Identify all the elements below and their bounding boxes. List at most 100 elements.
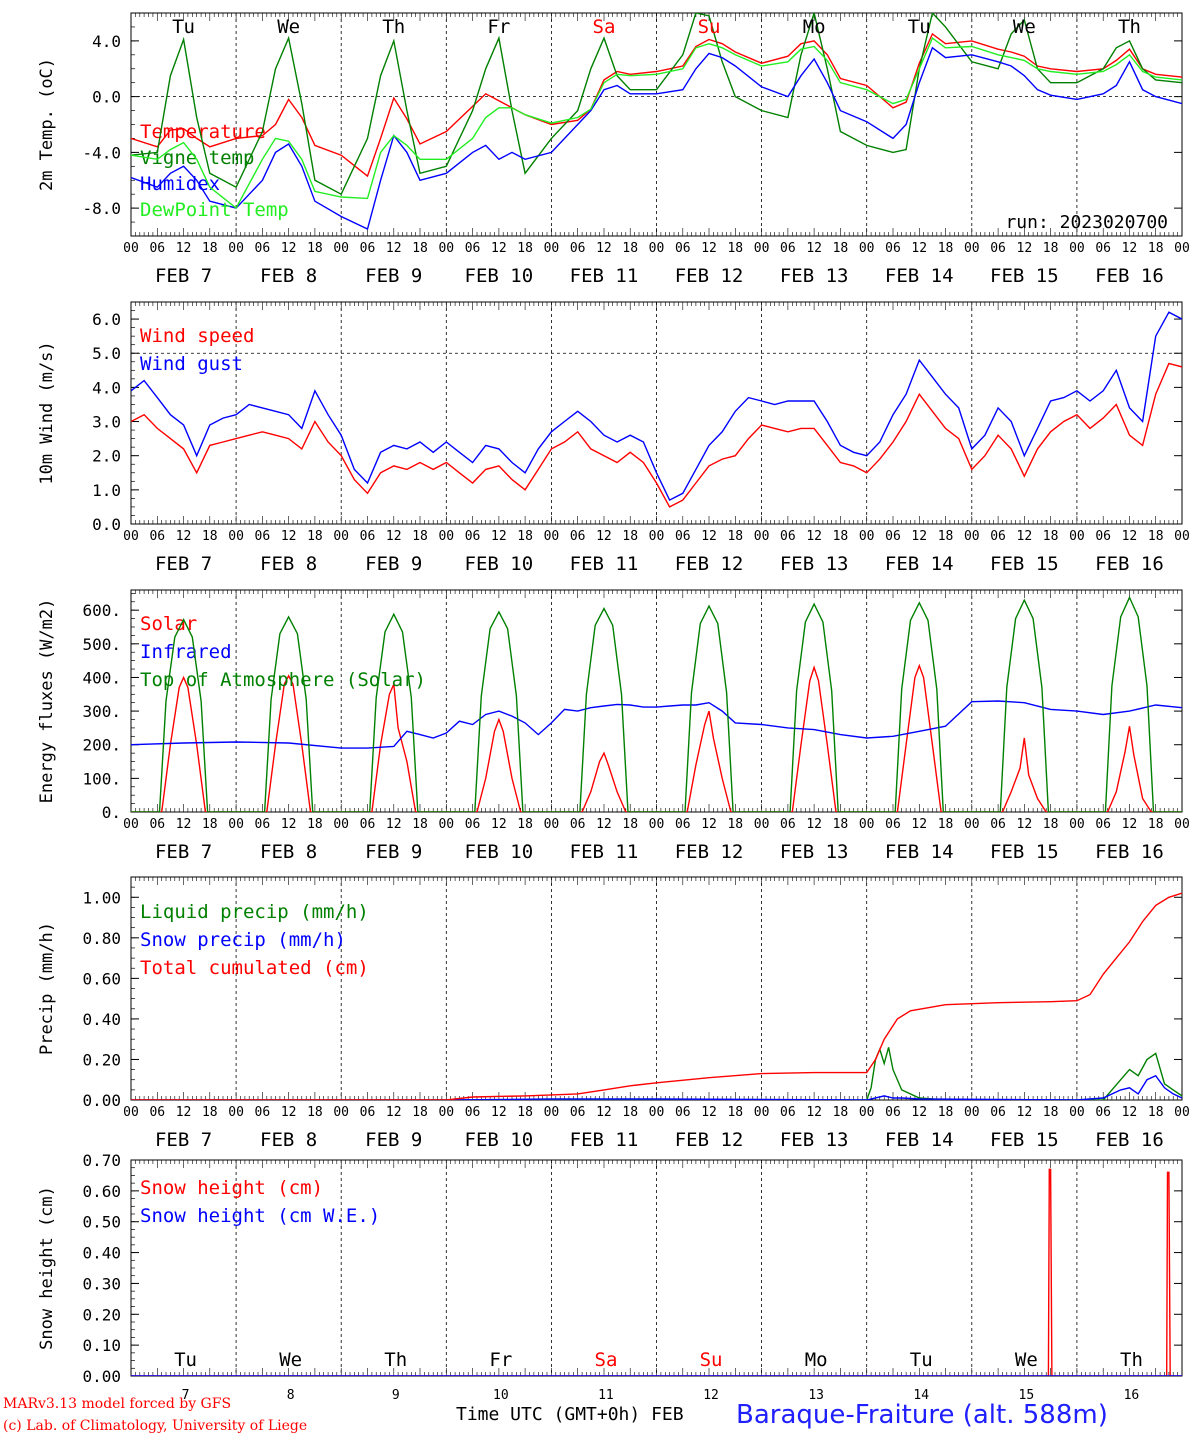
day-name: Su <box>700 1349 723 1371</box>
day-name: Th <box>1118 16 1141 38</box>
hour-tick-label: 12 <box>1122 529 1138 544</box>
hour-tick-label: 18 <box>833 241 849 256</box>
time-tick-marks <box>130 1160 1183 1376</box>
hour-tick-label: 00 <box>649 529 665 544</box>
hour-tick-label: 18 <box>517 529 533 544</box>
hour-tick-label: 06 <box>675 1105 691 1120</box>
hour-tick-label: 06 <box>255 529 271 544</box>
legend-entry: Snow height (cm W.E.) <box>140 1205 380 1227</box>
legend-entry: Total cumulated (cm) <box>140 957 369 979</box>
hour-tick-label: 18 <box>202 529 218 544</box>
hour-tick-label: 18 <box>307 241 323 256</box>
hour-tick-label: 00 <box>754 817 770 832</box>
date-label: FEB 14 <box>885 553 954 575</box>
hour-tick-label: 06 <box>255 817 271 832</box>
hour-tick-label: 00 <box>859 817 875 832</box>
hour-tick-label: 12 <box>176 529 192 544</box>
hour-tick-label: 00 <box>123 529 139 544</box>
hour-tick-label: 18 <box>307 817 323 832</box>
hour-tick-label: 06 <box>149 241 165 256</box>
hour-tick-label: 18 <box>938 817 954 832</box>
hour-tick-label: 18 <box>202 817 218 832</box>
hour-tick-label: 00 <box>333 529 349 544</box>
day-name: We <box>1013 16 1036 38</box>
y-tick-label: 0.80 <box>82 929 121 948</box>
y-tick-label: 400. <box>82 668 121 687</box>
hour-tick-label: 18 <box>412 817 428 832</box>
hour-tick-label: 18 <box>202 241 218 256</box>
date-label: FEB 14 <box>885 841 954 863</box>
date-label: FEB 12 <box>675 265 744 287</box>
legend-entry: Humidex <box>140 173 220 195</box>
date-label: FEB 9 <box>365 553 422 575</box>
hour-tick-label: 12 <box>701 241 717 256</box>
hour-tick-label: 00 <box>859 241 875 256</box>
hour-tick-label: 00 <box>544 1105 560 1120</box>
day-name: Sa <box>595 1349 618 1371</box>
y-axis-label: Precip (mm/h) <box>37 922 57 1055</box>
date-label: FEB 16 <box>1095 553 1164 575</box>
y-axis-label: Energy fluxes (W/m2) <box>37 599 57 804</box>
legend-entry: Liquid precip (mm/h) <box>140 901 369 923</box>
panel-snow: 0.00 0.10 0.20 0.30 0.40 0.50 0.60 0.70 Snow hei… <box>37 1151 1183 1403</box>
hour-tick-label: 00 <box>649 241 665 256</box>
date-label: FEB 9 <box>365 1129 422 1151</box>
hour-tick-label: 18 <box>833 529 849 544</box>
station-title: Baraque-Fraiture (alt. 588m) <box>736 1400 1108 1430</box>
hour-tick-label: 06 <box>885 1105 901 1120</box>
hour-tick-label: 06 <box>780 1105 796 1120</box>
hour-tick-label: 00 <box>1069 529 1085 544</box>
day-number: 14 <box>913 1388 929 1403</box>
y-tick-label: 0.40 <box>82 1244 121 1263</box>
hour-tick-label: 12 <box>281 241 297 256</box>
hour-tick-label: 18 <box>938 529 954 544</box>
day-name: Tu <box>908 16 931 38</box>
hour-tick-label: 00 <box>438 817 454 832</box>
hour-tick-label: 12 <box>806 1105 822 1120</box>
hour-tick-label: 06 <box>990 241 1006 256</box>
y-tick-label: -4.0 <box>82 143 121 162</box>
y-tick-label: 300. <box>82 702 121 721</box>
date-label: FEB 11 <box>570 1129 639 1151</box>
legend-entry: Top of Atmosphere (Solar) <box>140 669 426 691</box>
hour-tick-label: 06 <box>149 529 165 544</box>
y-tick-label: 0.70 <box>82 1151 121 1170</box>
y-tick-label: 0.00 <box>82 1367 121 1386</box>
y-tick-label: 0.60 <box>82 1182 121 1201</box>
day-name: We <box>1015 1349 1038 1371</box>
hour-tick-label: 18 <box>1043 529 1059 544</box>
date-label: FEB 15 <box>990 553 1059 575</box>
hour-tick-label: 18 <box>727 241 743 256</box>
hour-tick-label: 06 <box>465 817 481 832</box>
series-line-dewpoint-temp <box>131 37 1182 210</box>
hour-tick-label: 06 <box>570 529 586 544</box>
panel-energy: 0. 100. 200. 300. 400. 500. 600. Energy fluxes … <box>37 589 1190 863</box>
hour-tick-label: 18 <box>833 817 849 832</box>
hour-tick-label: 00 <box>544 241 560 256</box>
hour-tick-label: 06 <box>1095 529 1111 544</box>
hour-tick-label: 06 <box>570 241 586 256</box>
panel-wind: 0.0 1.0 2.0 3.0 4.0 5.0 6.0 10m Wind (m/s) Wind … <box>37 301 1190 575</box>
hour-tick-label: 06 <box>780 529 796 544</box>
day-name: Sa <box>593 16 616 38</box>
hour-tick-label: 12 <box>1017 241 1033 256</box>
day-name: Mo <box>805 1349 828 1371</box>
hour-tick-label: 00 <box>123 817 139 832</box>
series-line-infrared <box>131 700 1182 749</box>
hour-tick-label: 12 <box>806 529 822 544</box>
day-number: 8 <box>287 1388 295 1403</box>
y-tick-label: 1.0 <box>92 481 121 500</box>
date-label: FEB 14 <box>885 265 954 287</box>
hour-tick-label: 06 <box>360 241 376 256</box>
day-name: We <box>277 16 300 38</box>
hour-tick-label: 06 <box>990 529 1006 544</box>
hour-tick-label: 18 <box>1043 1105 1059 1120</box>
day-name: Tu <box>910 1349 933 1371</box>
hour-tick-label: 12 <box>491 529 507 544</box>
hour-tick-label: 12 <box>1017 529 1033 544</box>
hour-tick-label: 12 <box>596 817 612 832</box>
hour-tick-label: 12 <box>386 817 402 832</box>
hour-tick-label: 18 <box>412 1105 428 1120</box>
legend-entry: Wind speed <box>140 325 254 347</box>
